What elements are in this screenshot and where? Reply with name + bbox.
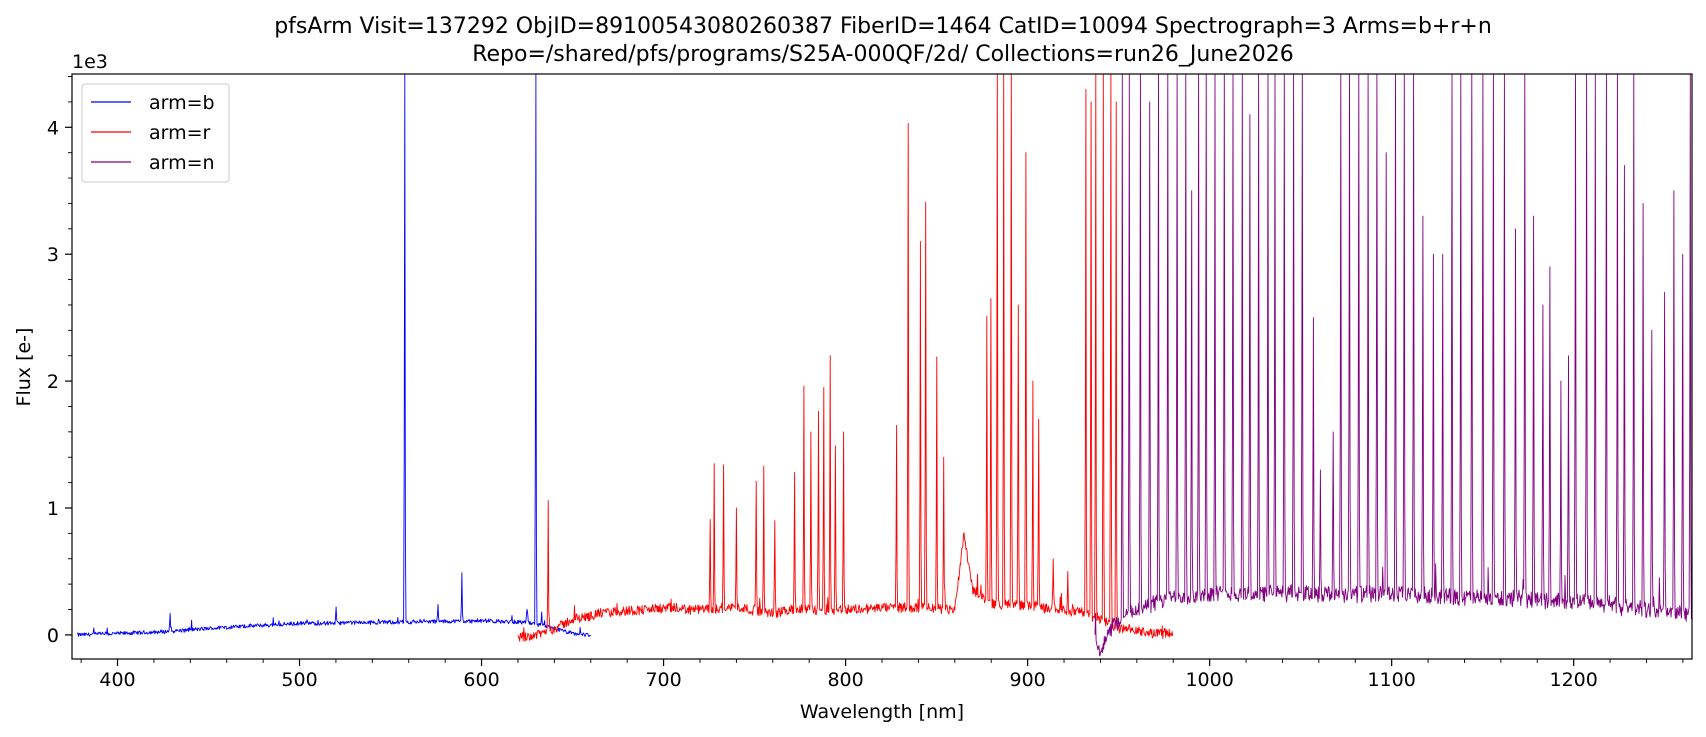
legend-label-b: arm=b xyxy=(149,92,215,114)
series-arm-n xyxy=(1094,74,1692,657)
y-axis: 0 1 2 3 4 xyxy=(47,76,72,647)
x-tick-label: 800 xyxy=(827,669,863,691)
x-tick-label: 1200 xyxy=(1550,669,1598,691)
chart-title: pfsArm Visit=137292 ObjID=89100543080260… xyxy=(274,14,1492,39)
series-arm-r xyxy=(517,74,1174,642)
y-offset-label: 1e3 xyxy=(72,51,108,73)
y-axis-label: Flux [e-] xyxy=(13,328,35,407)
y-tick-label: 4 xyxy=(47,117,59,139)
x-axis-label: Wavelength [nm] xyxy=(800,701,964,723)
legend-label-n: arm=n xyxy=(149,152,215,174)
chart-subtitle: Repo=/shared/pfs/programs/S25A-000QF/2d/… xyxy=(472,42,1294,67)
x-tick-label: 600 xyxy=(463,669,499,691)
legend: arm=b arm=r arm=n xyxy=(81,83,230,183)
y-tick-label: 1 xyxy=(47,498,59,520)
x-tick-label: 900 xyxy=(1009,669,1045,691)
legend-box xyxy=(81,83,230,183)
y-tick-label: 0 xyxy=(47,625,59,647)
x-tick-label: 1100 xyxy=(1367,669,1415,691)
x-tick-label: 400 xyxy=(99,669,135,691)
series-layer xyxy=(77,74,1692,657)
y-tick-label: 2 xyxy=(47,371,59,393)
plot-area xyxy=(77,74,1692,657)
y-tick-label: 3 xyxy=(47,244,59,266)
plot-frame xyxy=(71,73,1693,660)
x-axis: 400 500 600 700 800 900 1000 1100 1200 xyxy=(80,659,1684,691)
series-arm-b xyxy=(77,74,591,638)
x-tick-label: 1000 xyxy=(1185,669,1233,691)
x-tick-label: 700 xyxy=(645,669,681,691)
legend-label-r: arm=r xyxy=(149,122,211,144)
x-tick-label: 500 xyxy=(281,669,317,691)
